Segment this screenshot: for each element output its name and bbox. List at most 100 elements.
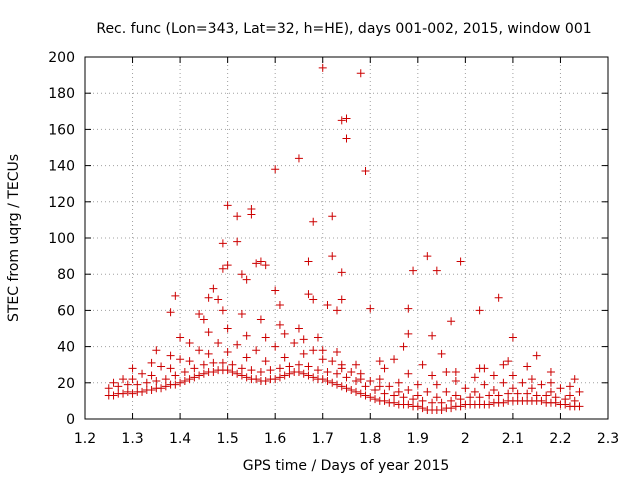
data-point (185, 338, 194, 347)
data-point (361, 391, 370, 400)
data-point (119, 389, 128, 398)
data-point (152, 376, 161, 385)
data-point (280, 371, 289, 380)
data-point (275, 320, 284, 329)
data-point (390, 391, 399, 400)
data-point (214, 295, 223, 304)
data-point (323, 367, 332, 376)
data-point (228, 367, 237, 376)
data-point (337, 360, 346, 369)
data-point (385, 382, 394, 391)
data-point (428, 331, 437, 340)
data-point (195, 346, 204, 355)
data-point (447, 317, 456, 326)
x-tick-label: 1.8 (359, 431, 381, 447)
data-point (328, 378, 337, 387)
data-point (318, 375, 327, 384)
data-point (508, 333, 517, 342)
data-point (323, 376, 332, 385)
data-point (494, 293, 503, 302)
data-point (166, 364, 175, 373)
data-point (195, 310, 204, 319)
data-point (218, 264, 227, 273)
data-point (537, 380, 546, 389)
data-point (404, 386, 413, 395)
data-point (176, 355, 185, 364)
data-point (242, 275, 251, 284)
data-point (109, 378, 118, 387)
axis-ticks (84, 56, 609, 420)
data-point (489, 371, 498, 380)
data-point (209, 358, 218, 367)
y-tick-labels: 0 20 40 60 80 100 120 140 160 180 200 (48, 50, 75, 428)
data-point (199, 315, 208, 324)
data-point (447, 404, 456, 413)
data-point (542, 391, 551, 400)
data-point (366, 393, 375, 402)
data-point (575, 387, 584, 396)
data-point (309, 217, 318, 226)
data-point (546, 378, 555, 387)
data-point (437, 349, 446, 358)
data-point (280, 353, 289, 362)
data-point (299, 349, 308, 358)
y-tick-label: 60 (57, 303, 75, 319)
y-tick-label: 20 (57, 376, 75, 392)
data-point (204, 293, 213, 302)
data-point (342, 114, 351, 123)
data-point (451, 367, 460, 376)
data-point (494, 391, 503, 400)
data-point (404, 400, 413, 409)
data-point (570, 375, 579, 384)
data-point (233, 237, 242, 246)
data-point (271, 375, 280, 384)
data-point (233, 369, 242, 378)
data-point (332, 348, 341, 357)
data-point (180, 376, 189, 385)
data-point (161, 375, 170, 384)
data-point (318, 346, 327, 355)
y-tick-label: 160 (48, 122, 75, 138)
x-tick-label: 1.9 (407, 431, 429, 447)
data-point (390, 398, 399, 407)
data-point (237, 364, 246, 373)
data-point (256, 367, 265, 376)
data-point (523, 362, 532, 371)
data-point (318, 355, 327, 364)
data-point (233, 212, 242, 221)
data-point (499, 360, 508, 369)
data-point (409, 395, 418, 404)
x-tick-label: 2.1 (502, 431, 524, 447)
data-point (342, 373, 351, 382)
data-point (356, 389, 365, 398)
data-point (275, 373, 284, 382)
data-point (428, 371, 437, 380)
data-point (157, 362, 166, 371)
data-point (261, 333, 270, 342)
data-point (218, 358, 227, 367)
data-point (147, 358, 156, 367)
data-point (242, 373, 251, 382)
data-point (532, 351, 541, 360)
data-point (223, 261, 232, 270)
data-point (247, 205, 256, 214)
data-point (171, 380, 180, 389)
data-point (304, 371, 313, 380)
data-point (532, 391, 541, 400)
data-point (313, 333, 322, 342)
data-point (442, 387, 451, 396)
data-point (451, 391, 460, 400)
data-point (366, 304, 375, 313)
data-point (461, 384, 470, 393)
data-point (290, 338, 299, 347)
data-point (185, 375, 194, 384)
data-point (109, 391, 118, 400)
data-point (437, 405, 446, 414)
data-point (280, 329, 289, 338)
data-point (508, 371, 517, 380)
data-point (475, 306, 484, 315)
y-tick-label: 120 (48, 195, 75, 211)
data-point (166, 308, 175, 317)
data-point (361, 382, 370, 391)
